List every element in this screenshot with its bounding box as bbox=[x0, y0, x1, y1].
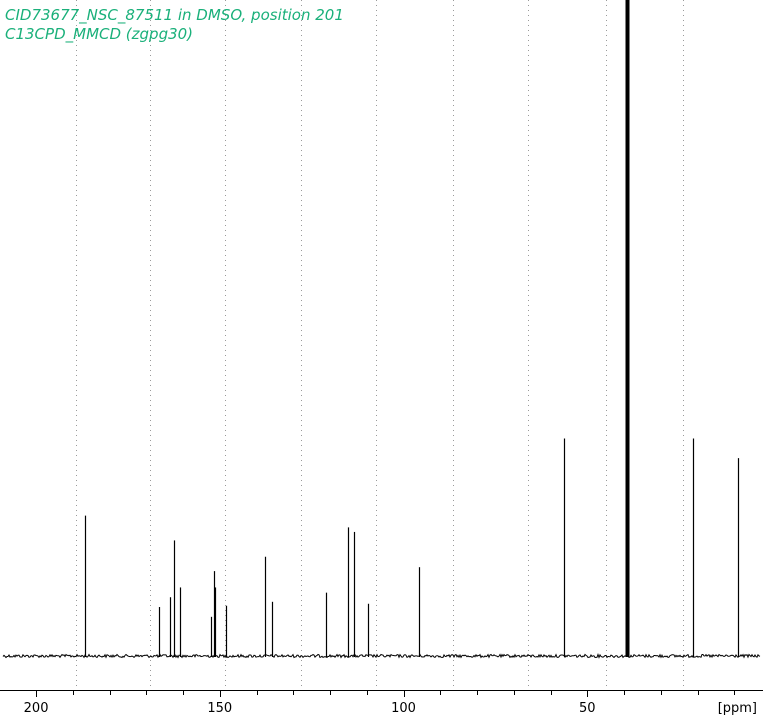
x-axis-unit-label: [ppm] bbox=[718, 701, 757, 716]
x-axis: 200 150 100 50 [ppm] bbox=[0, 690, 763, 716]
x-tick-label-50: 50 bbox=[579, 701, 596, 716]
x-tick-label-200: 200 bbox=[24, 701, 49, 716]
spectrum-title-line-1: CID73677_NSC_87511 in DMSO, position 201 bbox=[5, 6, 344, 24]
spectrum-title-line-2: C13CPD_MMCD (zgpg30) bbox=[5, 25, 194, 43]
grid-lines bbox=[76, 0, 684, 689]
spectrum-trace bbox=[2, 0, 761, 659]
baseline-noise bbox=[2, 652, 761, 659]
x-tick-label-150: 150 bbox=[207, 701, 232, 716]
x-tick-label-100: 100 bbox=[391, 701, 416, 716]
